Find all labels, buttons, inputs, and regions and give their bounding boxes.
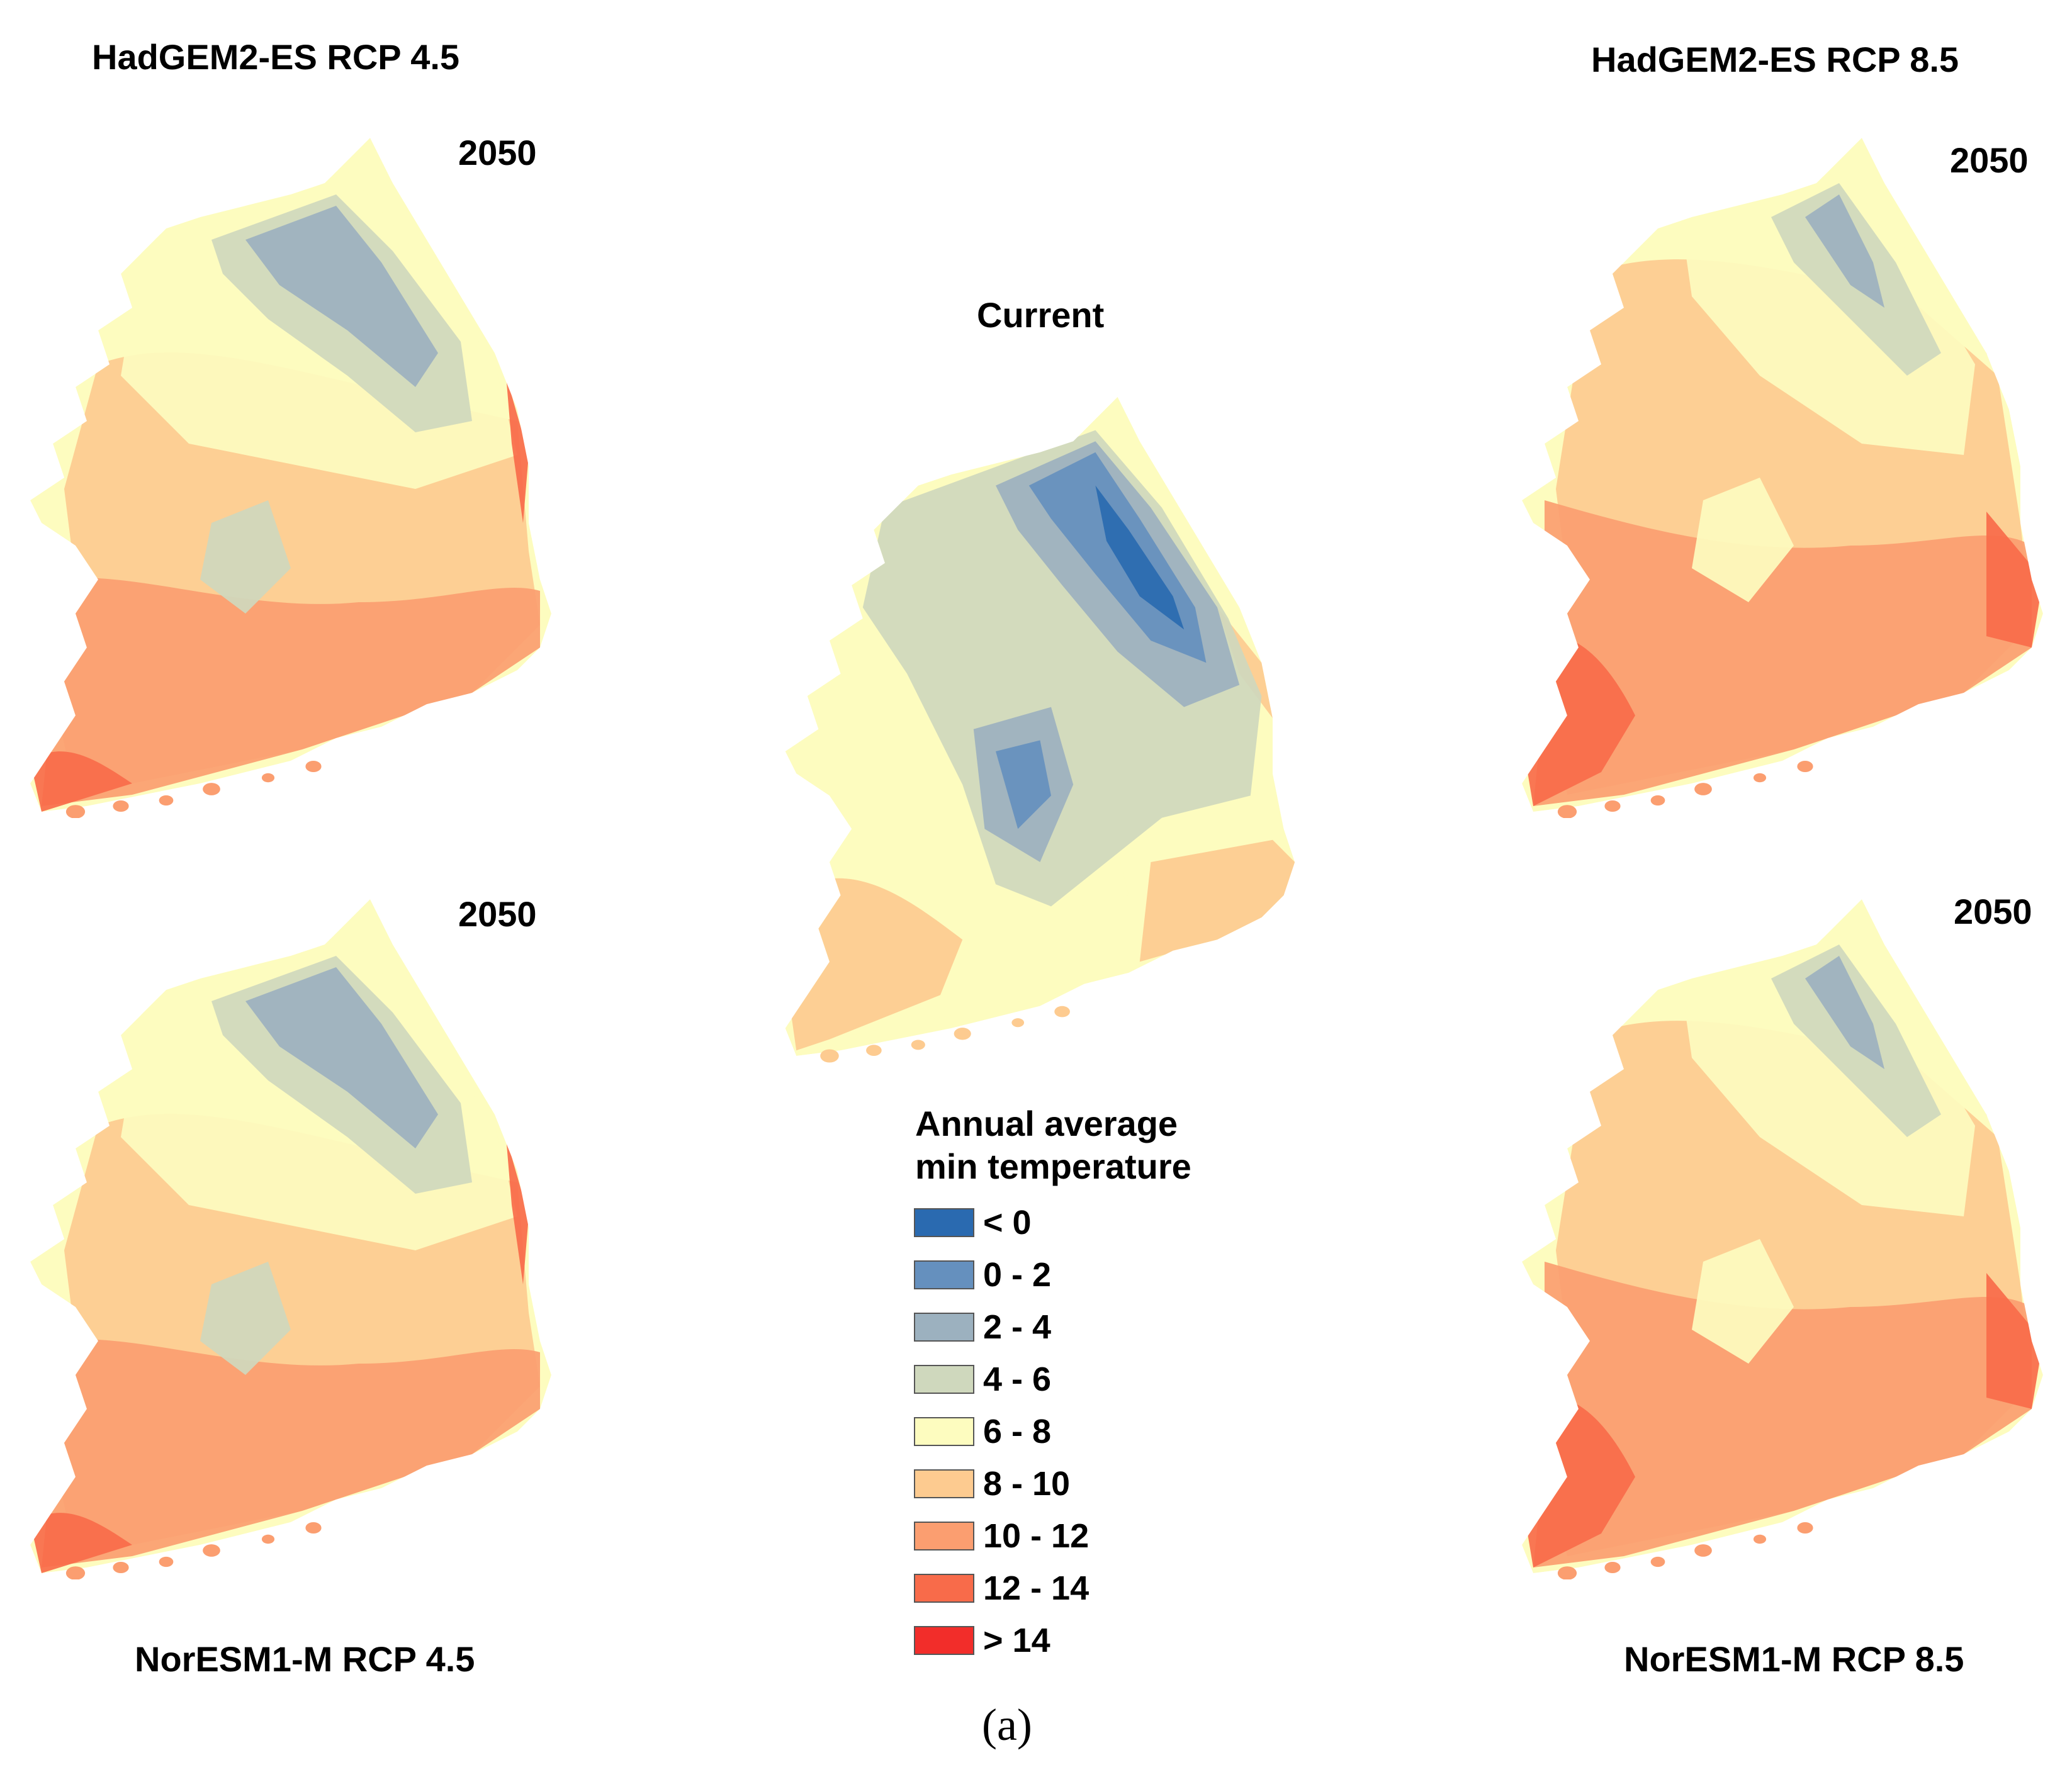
island <box>65 1566 86 1579</box>
panel-title-hadgem-rcp85: HadGEM2-ES RCP 8.5 <box>1591 40 1959 79</box>
island <box>954 1028 971 1040</box>
legend-swatch <box>914 1260 974 1289</box>
island <box>1604 800 1621 812</box>
year-label-hadgem-rcp45: 2050 <box>458 133 537 172</box>
map-noresm-rcp45 <box>19 887 585 1579</box>
legend-item: 4 - 6 <box>914 1360 1051 1399</box>
island <box>1797 1522 1813 1534</box>
legend-title-line2: min temperature <box>915 1147 1191 1186</box>
temperature-zone <box>506 1137 529 1284</box>
temperature-zone <box>1986 1273 2043 1409</box>
panel-title-noresm-rcp85: NorESM1-M RCP 8.5 <box>1624 1639 1964 1679</box>
panel-title-noresm-rcp45: NorESM1-M RCP 4.5 <box>135 1639 475 1679</box>
legend-item: > 14 <box>914 1621 1050 1660</box>
legend-item: 8 - 10 <box>914 1464 1070 1503</box>
island <box>911 1040 925 1050</box>
legend-label: 10 - 12 <box>983 1517 1089 1555</box>
legend-label: < 0 <box>983 1204 1032 1242</box>
island <box>305 761 322 772</box>
legend-label: > 14 <box>983 1622 1050 1659</box>
legend-label: 2 - 4 <box>983 1308 1052 1346</box>
temperature-zone <box>1533 500 2032 806</box>
island <box>113 1562 129 1573</box>
year-label-hadgem-rcp85: 2050 <box>1950 140 2029 180</box>
island <box>1650 1556 1665 1567</box>
map-noresm-rcp85 <box>1511 887 2072 1579</box>
panel-title-current: Current <box>977 295 1105 335</box>
island <box>113 800 129 812</box>
temperature-zone <box>1681 933 1975 1216</box>
legend-swatch <box>914 1574 974 1603</box>
legend-swatch <box>914 1313 974 1342</box>
legend-title-line1: Annual average <box>915 1104 1178 1143</box>
legend-label: 12 - 14 <box>983 1569 1089 1607</box>
temperature-zone <box>996 740 1051 829</box>
legend-item: 10 - 12 <box>914 1517 1089 1556</box>
legend-item: 6 - 8 <box>914 1412 1051 1451</box>
temperature-zone <box>42 1339 540 1567</box>
legend-label: 0 - 2 <box>983 1256 1052 1294</box>
island <box>159 795 174 806</box>
temperature-zone <box>785 878 963 1051</box>
legend-swatch <box>914 1208 974 1237</box>
island <box>203 1544 220 1557</box>
temperature-zone <box>506 376 529 523</box>
island <box>820 1049 839 1063</box>
legend-swatch <box>914 1626 974 1655</box>
temperature-zone <box>245 967 438 1148</box>
temperature-zone <box>200 1262 291 1375</box>
island <box>65 805 86 818</box>
year-label-noresm-rcp45: 2050 <box>458 894 537 934</box>
island <box>1054 1006 1070 1018</box>
temperature-zone <box>1986 512 2043 648</box>
legend-label: 6 - 8 <box>983 1413 1052 1450</box>
island <box>1557 805 1577 818</box>
island <box>159 1556 174 1567</box>
map-hadgem-rcp45 <box>19 126 585 818</box>
island <box>305 1522 322 1534</box>
temperature-zone <box>1681 172 1975 455</box>
temperature-zone <box>245 206 438 387</box>
island <box>261 773 275 783</box>
island <box>866 1045 882 1056</box>
temperature-zone <box>1805 194 1884 308</box>
legend-swatch <box>914 1417 974 1446</box>
year-label-noresm-rcp85: 2050 <box>1954 892 2032 931</box>
figure-caption: (a) <box>982 1700 1032 1750</box>
temperature-zone <box>200 500 291 614</box>
temperature-zone <box>1692 1239 1794 1364</box>
legend-swatch <box>914 1469 974 1498</box>
temperature-zone <box>1533 1262 2032 1567</box>
panel-title-hadgem-rcp45: HadGEM2-ES RCP 4.5 <box>92 37 460 77</box>
temperature-zone <box>1692 478 1794 602</box>
island <box>1753 773 1767 783</box>
temperature-zone <box>30 751 132 812</box>
legend-item: 2 - 4 <box>914 1308 1051 1347</box>
temperature-zone <box>1139 839 1295 962</box>
island <box>1797 761 1813 772</box>
temperature-zone <box>1095 485 1185 630</box>
temperature-zone <box>1805 956 1884 1069</box>
island <box>1694 1544 1712 1557</box>
legend-label: 8 - 10 <box>983 1465 1071 1503</box>
map-hadgem-rcp85 <box>1511 126 2072 818</box>
island <box>1604 1562 1621 1573</box>
island <box>1694 783 1712 795</box>
map-current <box>774 384 1328 1063</box>
temperature-zone <box>42 578 540 806</box>
island <box>1753 1534 1767 1544</box>
island <box>1011 1018 1025 1028</box>
legend-swatch <box>914 1365 974 1394</box>
island <box>203 783 220 795</box>
legend-title: Annual average min temperature <box>915 1102 1191 1188</box>
legend-label: 4 - 6 <box>983 1360 1052 1398</box>
island <box>1557 1566 1577 1579</box>
island <box>261 1534 275 1544</box>
legend-item: < 0 <box>914 1203 1032 1242</box>
legend-item: 12 - 14 <box>914 1569 1089 1608</box>
legend-item: 0 - 2 <box>914 1255 1051 1294</box>
temperature-zone <box>30 1513 132 1573</box>
island <box>1650 795 1665 806</box>
legend-swatch <box>914 1522 974 1550</box>
